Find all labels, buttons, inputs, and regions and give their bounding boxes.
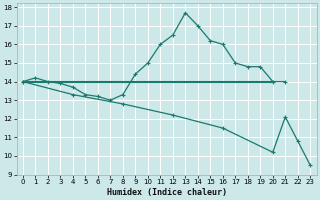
X-axis label: Humidex (Indice chaleur): Humidex (Indice chaleur) bbox=[107, 188, 227, 197]
